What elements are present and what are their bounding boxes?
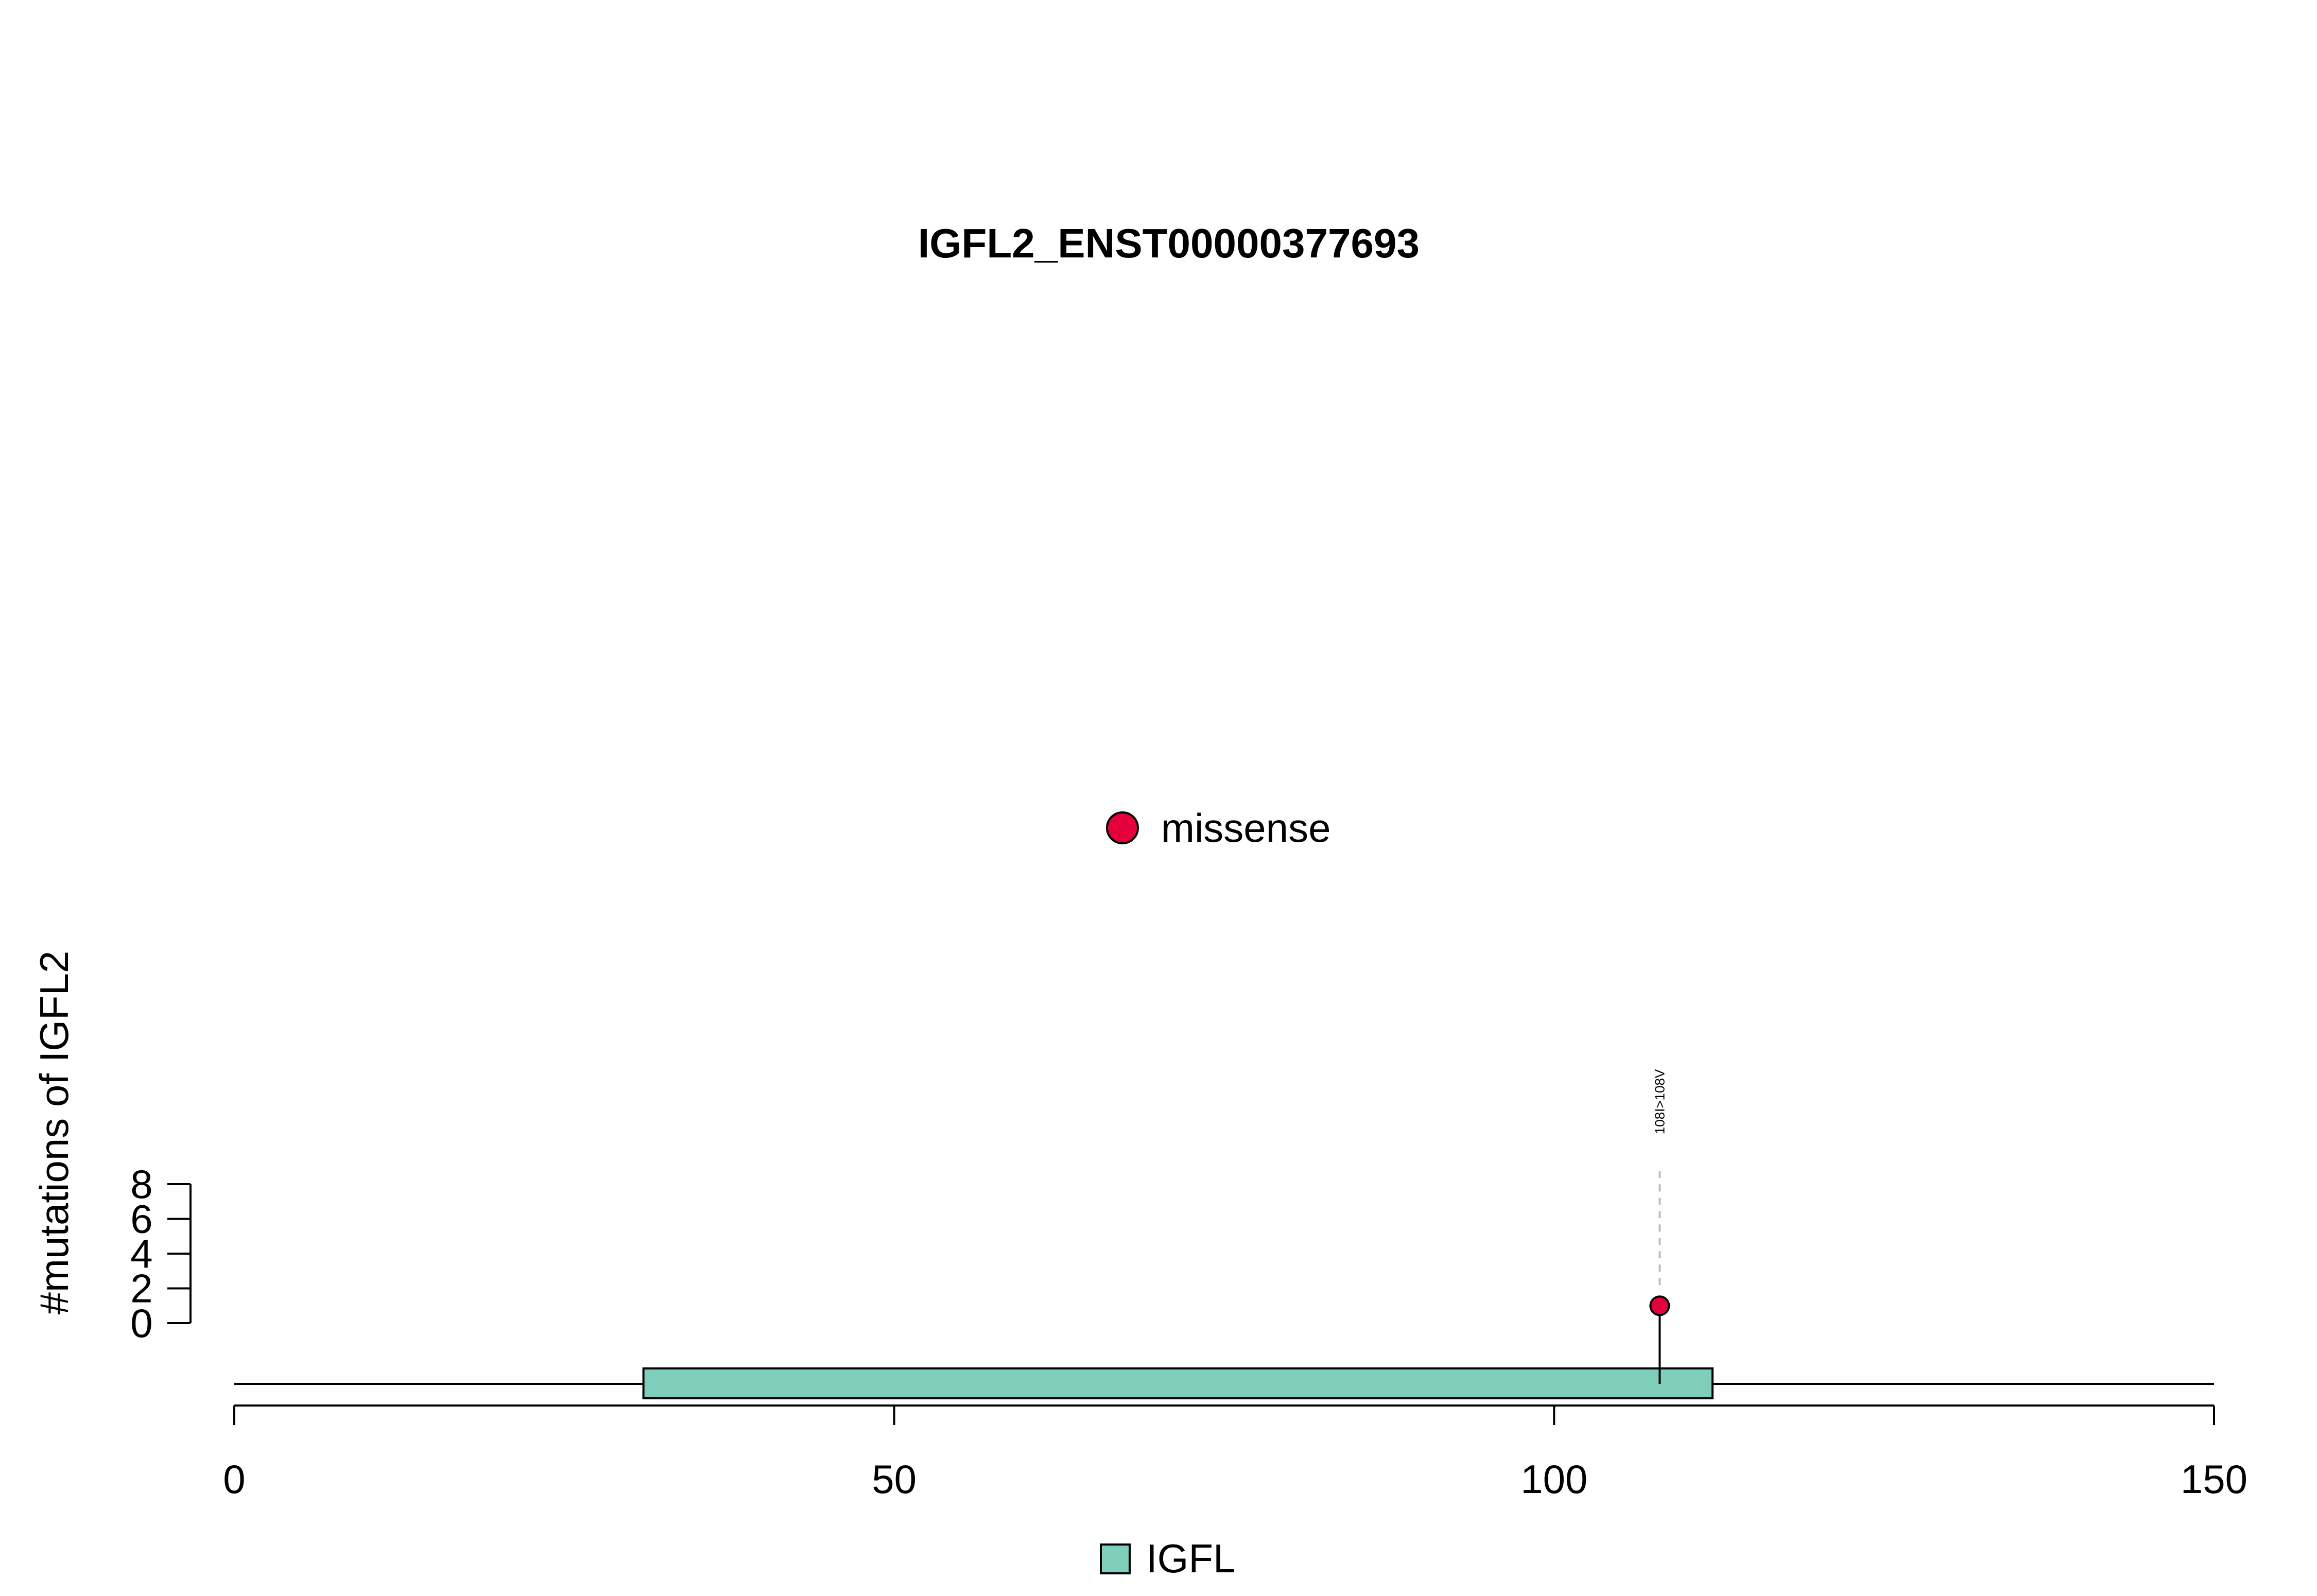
mutation-point <box>1649 1295 1670 1316</box>
y-axis-label: #mutations of IGFL2 <box>31 951 77 1315</box>
mutations-layer: 108I>108V <box>1649 1069 1670 1384</box>
domain-legend-swatch <box>1100 1543 1131 1574</box>
x-tick-label: 0 <box>223 1456 245 1502</box>
y-tick-label: 6 <box>130 1196 152 1242</box>
domains-layer <box>234 1367 2214 1399</box>
domain-legend-label: IGFL <box>1146 1536 1235 1581</box>
legend-marker <box>1106 811 1139 844</box>
legends-layer: missense IGFL <box>1100 805 1330 1581</box>
x-tick-label: 100 <box>1520 1456 1587 1502</box>
legend-label: missense <box>1161 805 1330 851</box>
x-tick-label: 50 <box>872 1456 917 1502</box>
chart-title: IGFL2_ENST00000377693 <box>918 220 1420 266</box>
y-tick-label: 0 <box>130 1300 152 1346</box>
mutation-label: 108I>108V <box>1652 1069 1667 1134</box>
y-tick-label: 4 <box>130 1231 152 1276</box>
y-tick-label: 8 <box>130 1161 152 1207</box>
x-tick-label: 150 <box>2181 1456 2247 1502</box>
domain-box <box>642 1367 1714 1399</box>
y-tick-label: 2 <box>130 1266 152 1311</box>
